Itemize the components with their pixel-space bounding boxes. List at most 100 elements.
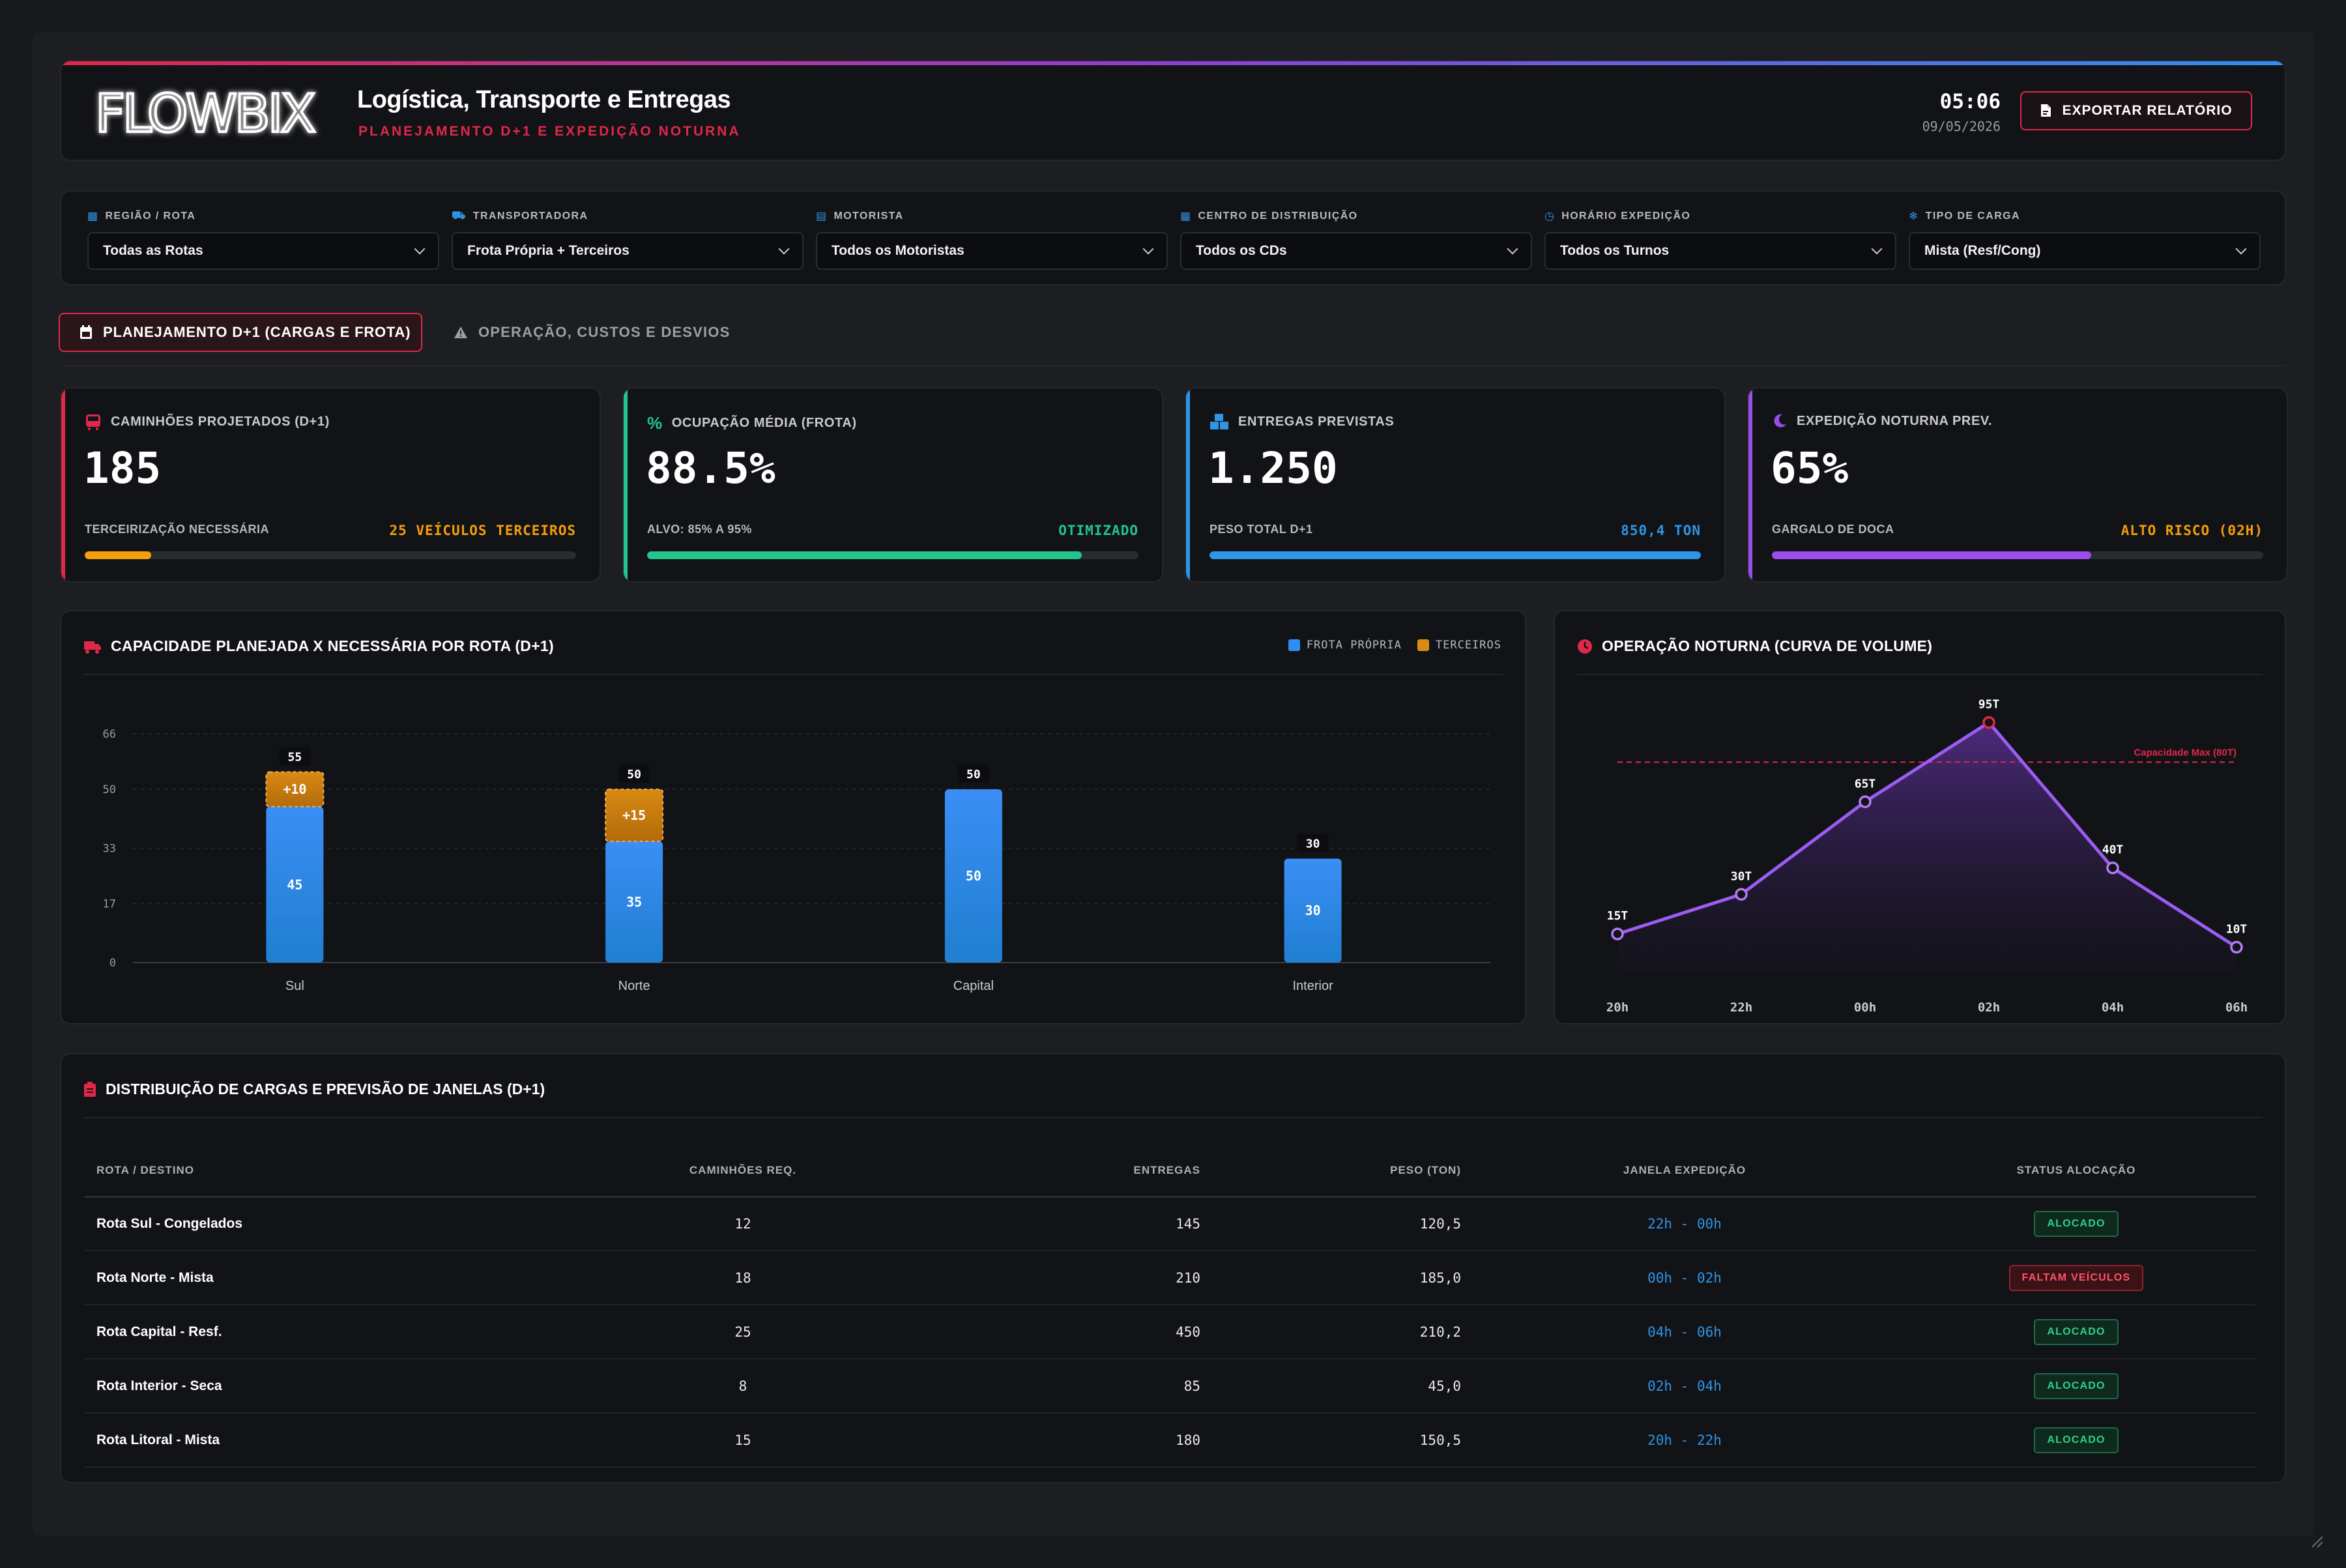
x-tick-label: 20h bbox=[1606, 1000, 1629, 1015]
app-title: Logística, Transporte e Entregas bbox=[357, 86, 731, 113]
select-value: Mista (Resf/Cong) bbox=[1924, 243, 2041, 258]
data-point bbox=[1611, 927, 1624, 940]
point-label: 65T bbox=[1855, 777, 1876, 791]
window-cell: 22h - 00h bbox=[1473, 1197, 1896, 1251]
night-operation-chart-panel: OPERAÇÃO NOTURNA (CURVA DE VOLUME) Capac… bbox=[1554, 610, 2286, 1024]
bar-own-fleet bbox=[266, 806, 324, 963]
kpi-title: OCUPAÇÃO MÉDIA (FROTA) bbox=[671, 416, 857, 430]
column-header[interactable]: ENTREGAS bbox=[906, 1146, 1212, 1198]
area-fill bbox=[1617, 722, 2237, 974]
column-header[interactable]: CAMINHÕES REQ. bbox=[580, 1146, 906, 1198]
status-cell: ALOCADO bbox=[1896, 1197, 2256, 1251]
y-tick-label: 66 bbox=[103, 728, 116, 741]
column-header[interactable]: PESO (TON) bbox=[1212, 1146, 1473, 1198]
distribution-center-select[interactable]: Todos os CDs bbox=[1180, 232, 1532, 270]
kpi-accent bbox=[624, 388, 628, 581]
x-tick-label: 06h bbox=[2225, 1000, 2248, 1015]
bar-own-fleet bbox=[1284, 858, 1342, 963]
tab-label: OPERAÇÃO, CUSTOS E DESVIOS bbox=[478, 324, 731, 340]
legend-swatch bbox=[1288, 639, 1300, 651]
resize-handle-icon[interactable] bbox=[2310, 1534, 2324, 1548]
kpi-badge: OTIMIZADO bbox=[1058, 523, 1138, 538]
x-tick-label: 02h bbox=[1978, 1000, 2000, 1015]
boxes-icon bbox=[1210, 414, 1228, 429]
weight-cell: 120,5 bbox=[1212, 1197, 1473, 1251]
window-cell: 02h - 04h bbox=[1473, 1359, 1896, 1414]
file-export-icon bbox=[2041, 104, 2051, 117]
cargo-type-select[interactable]: Mista (Resf/Cong) bbox=[1909, 232, 2261, 270]
app-subtitle: PLANEJAMENTO D+1 E EXPEDIÇÃO NOTURNA bbox=[358, 124, 741, 139]
filter-distribution-center: ▦ CENTRO DE DISTRIBUIÇÃO Todos os CDs bbox=[1180, 209, 1532, 270]
calendar-icon bbox=[80, 325, 92, 339]
window-cell: 20h - 22h bbox=[1473, 1413, 1896, 1468]
y-tick-label: 0 bbox=[109, 957, 116, 970]
bar-total-label: 30 bbox=[1306, 837, 1320, 850]
export-report-button[interactable]: EXPORTAR RELATÓRIO bbox=[2020, 91, 2252, 130]
kpi-card-night-dispatch: EXPEDIÇÃO NOTURNA PREV. 65% GARGALO DE D… bbox=[1747, 387, 2288, 583]
data-point bbox=[2106, 861, 2119, 875]
status-cell: FALTAM VEÍCULOS bbox=[1896, 1251, 2256, 1305]
clock-icon bbox=[1578, 639, 1592, 654]
driver-select[interactable]: Todos os Motoristas bbox=[816, 232, 1168, 270]
table-row[interactable]: Rota Sul - Congelados 12 145 120,5 22h - 00h… bbox=[85, 1197, 2256, 1251]
svg-text:FLOWBIX: FLOWBIX bbox=[95, 83, 315, 142]
kpi-card-deliveries: ENTREGAS PREVISTAS 1.250 PESO TOTAL D+1 … bbox=[1185, 387, 1726, 583]
kpi-subtitle: GARGALO DE DOCA bbox=[1772, 523, 1894, 536]
kpi-value: 88.5% bbox=[646, 443, 775, 493]
kpi-progress-track bbox=[1772, 551, 2263, 559]
filter-label: MOTORISTA bbox=[833, 211, 904, 222]
x-tick-label: Sul bbox=[285, 979, 304, 993]
column-header[interactable]: ROTA / DESTINO bbox=[85, 1146, 580, 1198]
table-row[interactable]: Rota Capital - Resf. 25 450 210,2 04h - 06h A… bbox=[85, 1305, 2256, 1359]
point-label: 30T bbox=[1731, 869, 1752, 883]
cargo-table: ROTA / DESTINO CAMINHÕES REQ. ENTREGAS P… bbox=[85, 1146, 2256, 1468]
flowbix-logo: FLOWBIX bbox=[94, 83, 319, 142]
filter-label: CENTRO DE DISTRIBUIÇÃO bbox=[1198, 211, 1358, 222]
carrier-select[interactable]: Frota Própria + Terceiros bbox=[452, 232, 804, 270]
table-row[interactable]: Rota Litoral - Mista 15 180 150,5 20h - 22h A… bbox=[85, 1413, 2256, 1468]
truck-icon: ⛟ bbox=[452, 209, 467, 222]
column-header[interactable]: STATUS ALOCAÇÃO bbox=[1896, 1146, 2256, 1198]
x-tick-label: Norte bbox=[618, 979, 650, 993]
bar-third-party bbox=[265, 771, 325, 807]
chart-divider bbox=[1577, 674, 2263, 675]
table-row[interactable]: Rota Norte - Mista 18 210 185,0 00h - 02h FAL… bbox=[85, 1251, 2256, 1305]
region-icon: ▩ bbox=[87, 210, 99, 222]
y-tick-label: 17 bbox=[103, 898, 116, 911]
point-label: 15T bbox=[1607, 909, 1629, 923]
kpi-progress-fill bbox=[85, 551, 151, 559]
tab-operations[interactable]: OPERAÇÃO, CUSTOS E DESVIOS bbox=[454, 313, 731, 352]
deliveries-cell: 210 bbox=[906, 1251, 1212, 1305]
route-cell: Rota Capital - Resf. bbox=[85, 1305, 580, 1359]
volume-line bbox=[1617, 721, 2238, 949]
table-title: DISTRIBUIÇÃO DE CARGAS E PREVISÃO DE JAN… bbox=[106, 1081, 545, 1097]
legend-item-own-fleet: FROTA PRÓPRIA bbox=[1288, 639, 1402, 652]
clock-date: 09/05/2026 bbox=[1922, 119, 2001, 134]
warning-icon bbox=[454, 327, 467, 338]
bar-own-fleet bbox=[605, 841, 663, 963]
kpi-title: ENTREGAS PREVISTAS bbox=[1238, 414, 1395, 429]
tab-planning[interactable]: PLANEJAMENTO D+1 (CARGAS E FROTA) bbox=[59, 313, 422, 352]
filters-bar: ▩ REGIÃO / ROTA Todas as Rotas ⛟ TRANSPORT… bbox=[60, 190, 2286, 285]
region-select[interactable]: Todas as Rotas bbox=[87, 232, 439, 270]
column-header[interactable]: JANELA EXPEDIÇÃO bbox=[1473, 1146, 1896, 1198]
bar-value-label: 35 bbox=[626, 894, 642, 910]
weight-cell: 185,0 bbox=[1212, 1251, 1473, 1305]
capacity-bar-chart: 66 50 33 17 0 45 +10 55 Sul 35 +15 50 Norte 50 50 Capit… bbox=[103, 728, 1490, 993]
legend-label: FROTA PRÓPRIA bbox=[1306, 639, 1402, 652]
dispatch-time-select[interactable]: Todos os Turnos bbox=[1544, 232, 1896, 270]
status-badge: FALTAM VEÍCULOS bbox=[2008, 1264, 2144, 1291]
status-badge: ALOCADO bbox=[2034, 1318, 2119, 1345]
x-tick-label: Interior bbox=[1293, 979, 1334, 993]
table-row[interactable]: Rota Interior - Seca 8 85 45,0 02h - 04h ALOC… bbox=[85, 1359, 2256, 1414]
bar-value-label: +10 bbox=[283, 781, 306, 797]
legend-item-third-party: TERCEIROS bbox=[1417, 639, 1501, 652]
route-cell: Rota Sul - Congelados bbox=[85, 1197, 580, 1251]
percent-icon: % bbox=[647, 413, 663, 433]
total-label-bg bbox=[957, 764, 989, 783]
point-label: 40T bbox=[2102, 843, 2124, 857]
kpi-subtitle: PESO TOTAL D+1 bbox=[1209, 523, 1313, 536]
kpi-value: 1.250 bbox=[1208, 443, 1338, 493]
legend-label: TERCEIROS bbox=[1435, 639, 1501, 652]
filter-region: ▩ REGIÃO / ROTA Todas as Rotas bbox=[87, 209, 439, 270]
